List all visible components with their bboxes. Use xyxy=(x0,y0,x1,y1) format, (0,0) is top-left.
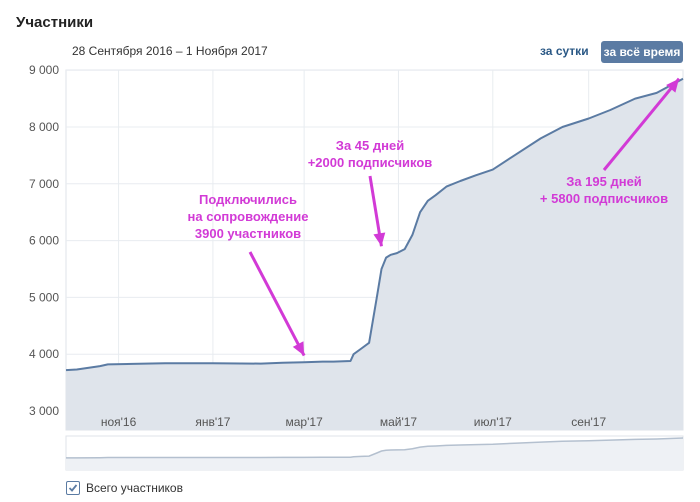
series-area xyxy=(66,78,683,430)
legend-label: Всего участников xyxy=(86,481,183,495)
annotation-text: За 195 дней xyxy=(566,174,642,189)
page-title: Участники xyxy=(16,14,94,31)
x-tick-label: мар'17 xyxy=(286,415,324,429)
series-checkbox[interactable] xyxy=(66,481,80,495)
x-tick-label: июл'17 xyxy=(474,415,512,429)
y-tick-label: 8 000 xyxy=(29,120,59,134)
x-tick-label: май'17 xyxy=(380,415,418,429)
annotation-arrow-head xyxy=(666,78,679,93)
x-tick-label: ноя'16 xyxy=(101,415,137,429)
annotation-text: За 45 дней xyxy=(336,138,404,153)
annotation-arrow-line xyxy=(248,251,306,357)
annotation-text: + 5800 подписчиков xyxy=(540,191,668,206)
annotation-arrow-head xyxy=(292,341,305,356)
annotation-text: на сопровождение xyxy=(188,209,309,224)
y-tick-label: 5 000 xyxy=(29,290,59,304)
annotation-arrow-line xyxy=(602,77,681,171)
y-tick-label: 6 000 xyxy=(29,234,59,248)
x-tick-label: сен'17 xyxy=(571,415,606,429)
date-range-label: 28 Сентября 2016 – 1 Ноября 2017 xyxy=(72,44,268,58)
annotation-text: +2000 подписчиков xyxy=(308,155,433,170)
navigator-series-line xyxy=(66,437,684,459)
annotation-arrow-head xyxy=(373,232,386,247)
per-day-button[interactable]: за сутки xyxy=(540,44,589,58)
annotation-text: Подключились xyxy=(199,192,297,207)
all-time-button[interactable]: за всё время xyxy=(601,41,683,63)
y-tick-label: 4 000 xyxy=(29,347,59,361)
y-tick-label: 7 000 xyxy=(29,177,59,191)
y-tick-label: 9 000 xyxy=(29,63,59,77)
annotation-text: 3900 участников xyxy=(195,226,301,241)
y-tick-label: 3 000 xyxy=(29,404,59,418)
x-tick-label: янв'17 xyxy=(195,415,230,429)
series-line xyxy=(65,77,684,372)
checkmark-icon xyxy=(68,484,78,492)
legend: Всего участников xyxy=(66,481,183,495)
